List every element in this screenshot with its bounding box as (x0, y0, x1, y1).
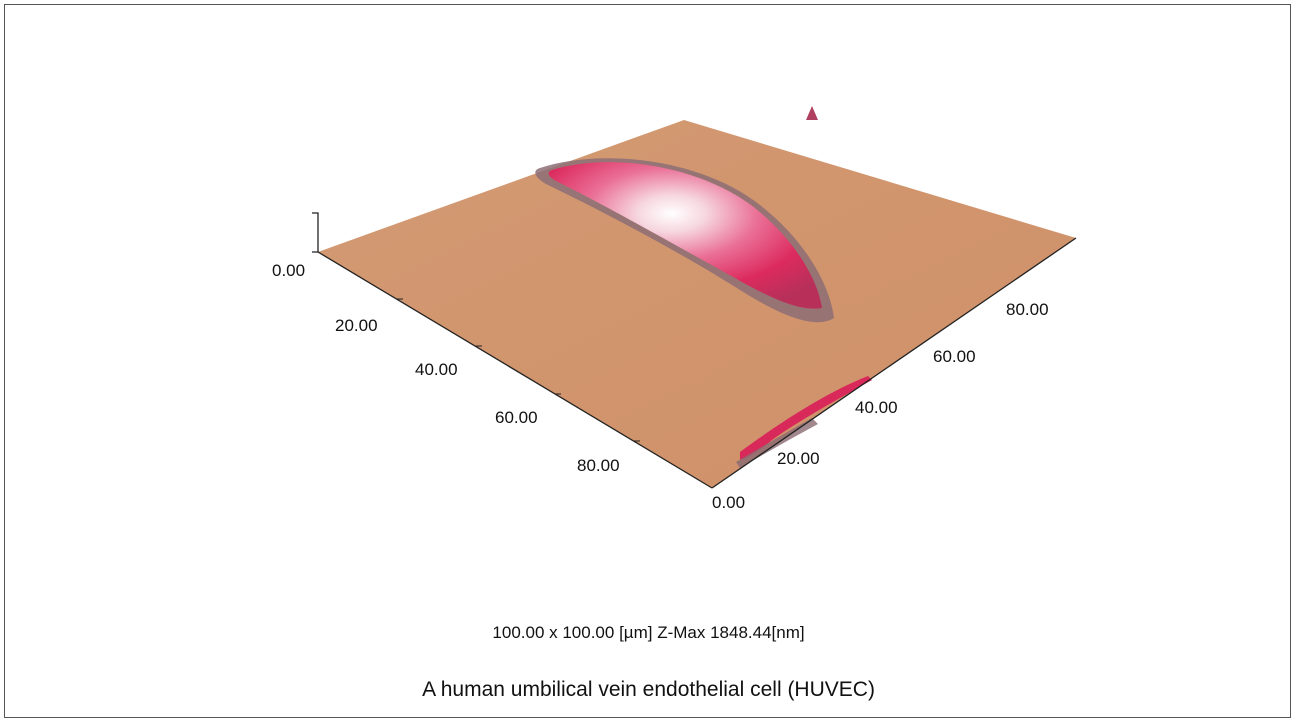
y-tick-label-3: 60.00 (933, 347, 976, 366)
y-tick-label-1: 20.00 (777, 449, 820, 468)
y-tick-label-0: 0.00 (712, 493, 745, 512)
substrate-plane (318, 120, 1076, 488)
z-axis-bracket (312, 212, 319, 253)
surface-spike (806, 106, 818, 120)
x-tick-label-1: 20.00 (335, 316, 378, 335)
x-tick-label-2: 40.00 (415, 360, 458, 379)
plane-left-edge (317, 251, 713, 489)
y-tick-label-4: 80.00 (1006, 300, 1049, 319)
x-axis-ticks (397, 298, 640, 442)
figure-title: A human umbilical vein endothelial cell … (422, 678, 875, 701)
x-tick-label-4: 80.00 (577, 456, 620, 475)
y-tick-label-2: 40.00 (855, 398, 898, 417)
scan-info-caption: 100.00 x 100.00 [µm] Z-Max 1848.44[nm] (492, 623, 805, 642)
plane-right-edge (711, 237, 1077, 489)
cell-body (548, 162, 822, 309)
x-tick-label-0: 0.00 (272, 261, 305, 280)
x-tick-label-3: 60.00 (495, 408, 538, 427)
edge-cell-fragment (740, 376, 872, 460)
